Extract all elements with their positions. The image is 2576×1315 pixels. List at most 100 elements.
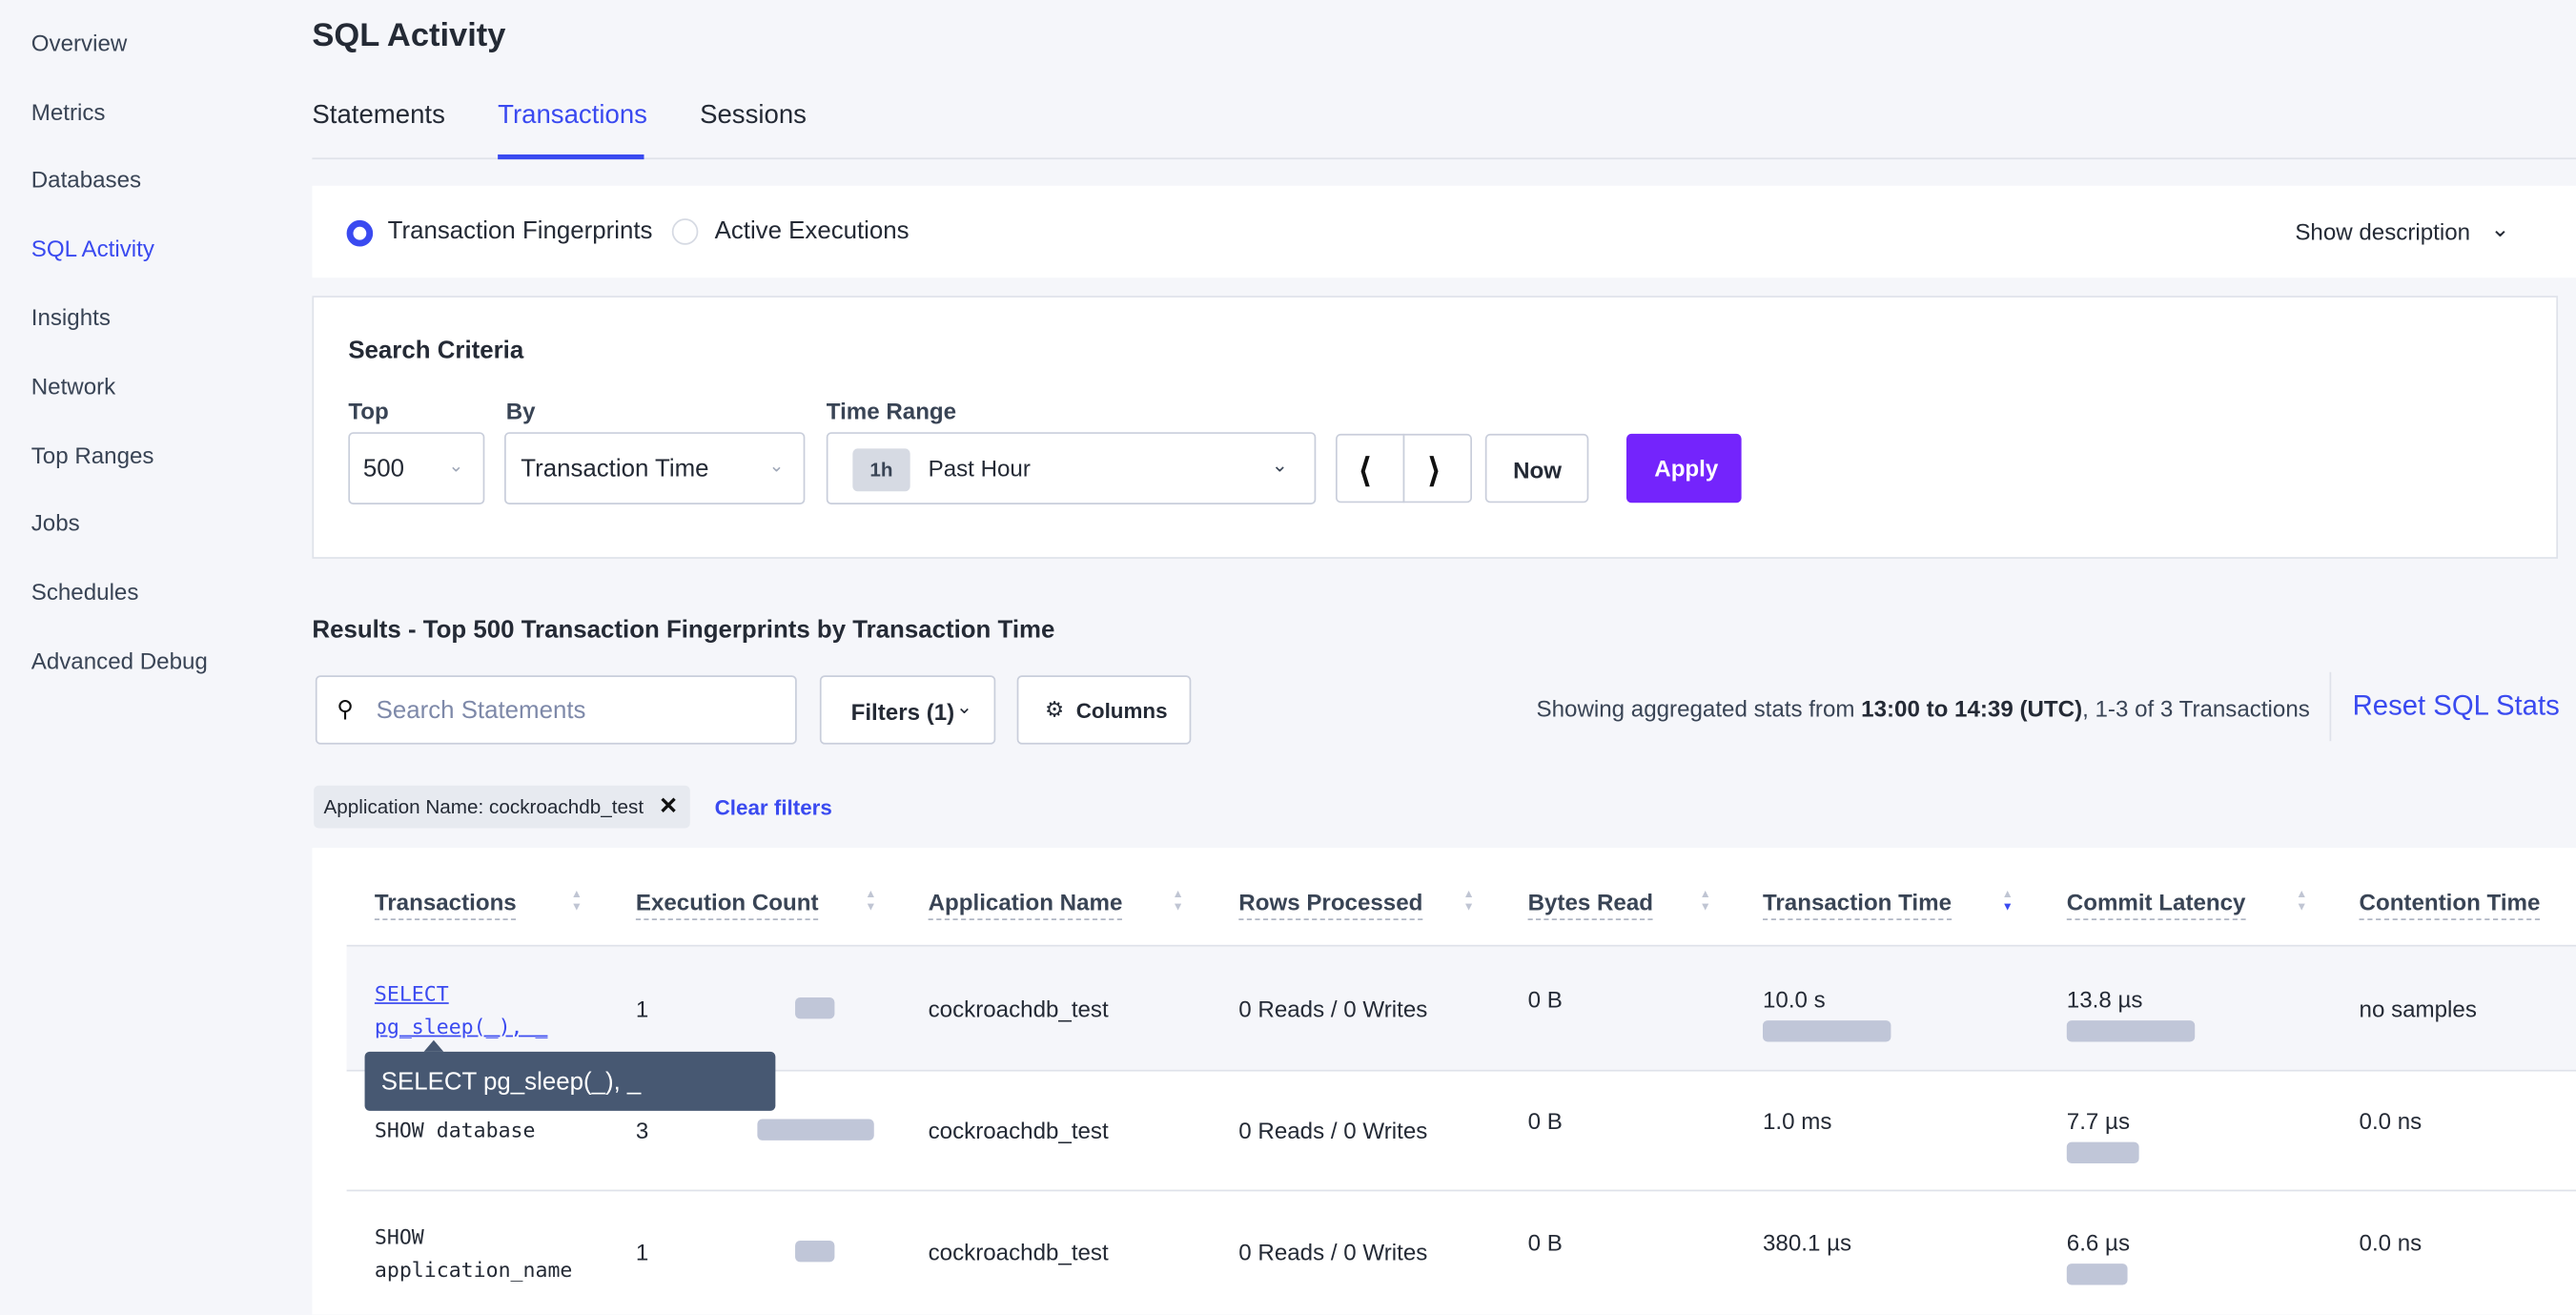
- column-header-bytes-read[interactable]: Bytes Read: [1527, 889, 1654, 920]
- row-divider: [346, 1069, 2576, 1072]
- transaction-time: 10.0 s: [1763, 985, 1826, 1012]
- search-icon: ⚲: [337, 694, 354, 722]
- sidebar-item-insights[interactable]: Insights: [31, 303, 111, 331]
- column-header-transactions[interactable]: Transactions: [374, 889, 517, 920]
- sort-icon[interactable]: ▲ ▼: [865, 889, 877, 914]
- apply-button[interactable]: Apply: [1625, 433, 1742, 503]
- chevron-down-icon: ⌄: [448, 457, 464, 477]
- search-criteria-card: [312, 296, 2559, 559]
- sidebar-item-metrics[interactable]: Metrics: [31, 98, 106, 125]
- column-header-application-name[interactable]: Application Name: [928, 889, 1123, 920]
- clear-filters-link[interactable]: Clear filters: [714, 795, 832, 820]
- filter-chip: Application Name: cockroachdb_test ✕: [314, 785, 690, 829]
- transaction-text: SHOW database: [374, 1116, 536, 1141]
- sidebar-item-databases[interactable]: Databases: [31, 166, 142, 193]
- tooltip: SELECT pg_sleep(_), _: [364, 1039, 776, 1111]
- tab-sessions[interactable]: Sessions: [700, 101, 807, 131]
- page-title: SQL Activity: [312, 17, 506, 54]
- sidebar-item-schedules[interactable]: Schedules: [31, 578, 139, 606]
- view-selector-card: Transaction Fingerprints Active Executio…: [312, 185, 2576, 278]
- by-value: Transaction Time: [521, 455, 709, 483]
- tab-transactions[interactable]: Transactions: [498, 101, 647, 131]
- execution-count: 3: [635, 1116, 649, 1143]
- radio-transaction-fingerprints[interactable]: [346, 219, 374, 247]
- application-name: cockroachdb_test: [928, 1116, 1109, 1143]
- chevron-left-icon: ⟨: [1359, 453, 1372, 490]
- sidebar-item-network[interactable]: Network: [31, 373, 116, 400]
- filters-label: Filters (1): [850, 698, 955, 725]
- transaction-link[interactable]: SHOW application_name: [375, 1221, 573, 1286]
- filters-button[interactable]: Filters (1) ⌄: [819, 675, 996, 745]
- sort-icon[interactable]: ▲ ▼: [1172, 889, 1184, 914]
- transaction-text: SELECT: [374, 979, 449, 1005]
- top-label: Top: [348, 398, 389, 424]
- chevron-down-icon[interactable]: ⌄: [2490, 215, 2510, 242]
- chevron-down-icon: ⌄: [1271, 453, 1289, 477]
- search-criteria-title: Search Criteria: [348, 337, 524, 365]
- stats-suffix: , 1-3 of 3 Transactions: [2082, 694, 2310, 722]
- header-divider: [346, 944, 2576, 947]
- commit-latency: 7.7 µs: [2066, 1106, 2131, 1134]
- previous-time-button[interactable]: ⟨: [1335, 433, 1405, 503]
- bytes-read: 0 B: [1527, 1228, 1563, 1256]
- chevron-right-icon: ⟩: [1427, 453, 1441, 490]
- tooltip-text: SELECT pg_sleep(_), _: [380, 1068, 642, 1097]
- sidebar-item-jobs[interactable]: Jobs: [31, 509, 80, 536]
- column-header-commit-latency[interactable]: Commit Latency: [2066, 889, 2246, 920]
- close-icon[interactable]: ✕: [659, 791, 679, 819]
- column-header-rows-processed[interactable]: Rows Processed: [1238, 889, 1423, 920]
- by-select[interactable]: Transaction Time ⌄: [504, 432, 806, 505]
- sort-icon[interactable]: ▲ ▼: [1699, 889, 1711, 914]
- time-range-select[interactable]: 1h Past Hour ⌄: [826, 432, 1317, 505]
- tab-statements[interactable]: Statements: [312, 101, 445, 131]
- chevron-down-icon: ⌄: [768, 457, 785, 477]
- apply-label: Apply: [1654, 455, 1719, 482]
- search-input[interactable]: ⚲ Search Statements: [315, 675, 797, 745]
- sidebar-item-top-ranges[interactable]: Top Ranges: [31, 442, 154, 469]
- sort-icon[interactable]: ▲ ▼: [2296, 889, 2308, 914]
- column-header-transaction-time[interactable]: Transaction Time: [1763, 889, 1952, 920]
- bytes-read: 0 B: [1527, 985, 1563, 1012]
- transaction-time: 1.0 ms: [1763, 1106, 1832, 1134]
- now-button[interactable]: Now: [1484, 433, 1589, 503]
- sidebar-item-advanced-debug[interactable]: Advanced Debug: [31, 647, 208, 674]
- rows-processed: 0 Reads / 0 Writes: [1238, 995, 1428, 1021]
- column-header-contention-time[interactable]: Contention Time: [2359, 889, 2541, 920]
- sidebar-item-overview[interactable]: Overview: [31, 30, 128, 56]
- column-header-execution-count[interactable]: Execution Count: [635, 889, 819, 920]
- show-description-toggle[interactable]: Show description: [2295, 218, 2471, 245]
- by-label: By: [505, 398, 536, 424]
- contention-time: 0.0 ns: [2359, 1106, 2423, 1134]
- time-range-value: Past Hour: [928, 455, 1031, 482]
- reset-sql-stats-link[interactable]: Reset SQL Stats: [2352, 689, 2560, 722]
- columns-label: Columns: [1075, 698, 1168, 724]
- top-select[interactable]: 500 ⌄: [348, 432, 485, 505]
- stats-range: 13:00 to 14:39 (UTC): [1861, 694, 2083, 722]
- tab-divider: [312, 157, 2576, 160]
- columns-button[interactable]: ⚙ Columns: [1016, 675, 1192, 745]
- execution-count: 1: [635, 1239, 649, 1265]
- row-highlight: [346, 946, 2576, 1070]
- bytes-read: 0 B: [1527, 1106, 1563, 1134]
- results-title: Results - Top 500 Transaction Fingerprin…: [312, 616, 1055, 645]
- active-tab-indicator: [498, 154, 644, 160]
- time-range-badge: 1h: [852, 448, 910, 492]
- contention-time: 0.0 ns: [2359, 1228, 2423, 1256]
- execution-count-bar: [795, 997, 834, 1018]
- sort-icon[interactable]: ▲ ▼: [2001, 889, 2014, 914]
- execution-count-bar: [795, 1241, 834, 1263]
- next-time-button[interactable]: ⟩: [1402, 433, 1472, 503]
- transaction-link[interactable]: SHOW database: [375, 1113, 536, 1145]
- sort-icon[interactable]: ▲ ▼: [570, 889, 583, 914]
- transaction-time-bar: [1763, 1019, 1891, 1041]
- application-name: cockroachdb_test: [928, 1239, 1109, 1265]
- radio-label[interactable]: Transaction Fingerprints: [387, 216, 653, 245]
- sidebar-item-sql-activity[interactable]: SQL Activity: [31, 235, 154, 261]
- radio-label[interactable]: Active Executions: [714, 216, 910, 245]
- radio-active-executions[interactable]: [671, 218, 699, 245]
- transaction-link[interactable]: SELECT pg_sleep(_), _: [375, 976, 548, 1042]
- tooltip-arrow: [423, 1039, 444, 1052]
- sort-icon[interactable]: ▲ ▼: [1462, 889, 1475, 914]
- commit-latency-bar: [2066, 1264, 2127, 1285]
- transaction-text: pg_sleep(_), _: [374, 1013, 548, 1038]
